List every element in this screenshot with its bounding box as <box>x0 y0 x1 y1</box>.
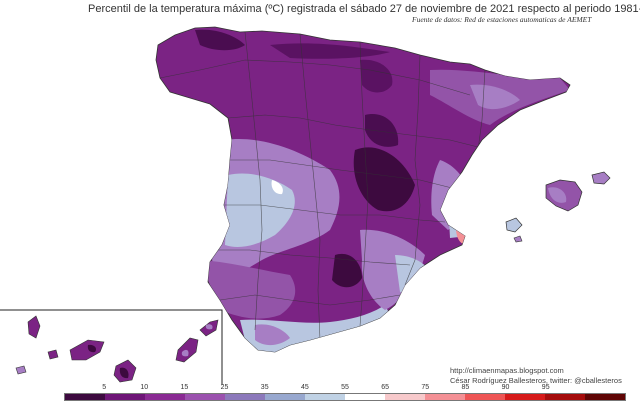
legend-tick-label: 25 <box>220 384 229 391</box>
legend-tick-label: 95 <box>541 384 550 391</box>
balearic-islands <box>505 171 611 243</box>
legend-tick-label: 15 <box>180 384 189 391</box>
fuerteventura <box>175 337 199 363</box>
legend-swatch <box>265 394 305 400</box>
legend-tick-label: 10 <box>140 384 149 391</box>
canary-islands-inset <box>0 309 223 385</box>
menorca <box>591 171 611 185</box>
legend-tick-label: 75 <box>421 384 430 391</box>
legend-swatch <box>425 394 465 400</box>
legend-swatch <box>585 394 625 400</box>
legend-tick-label: 85 <box>461 384 470 391</box>
la-gomera <box>47 349 59 360</box>
credit-url: http://climaenmapas.blogspot.com <box>450 366 564 375</box>
legend-swatch <box>385 394 425 400</box>
legend-swatch <box>465 394 505 400</box>
percentile-fill <box>195 29 570 352</box>
tenerife <box>69 339 105 361</box>
map-title: Percentil de la temperatura máxima (ºC) … <box>88 3 640 15</box>
legend-colorbar <box>64 393 626 401</box>
legend-tick-label: 35 <box>260 384 269 391</box>
el-hierro <box>15 365 27 375</box>
formentera <box>513 235 523 243</box>
data-source-note: Fuente de datos: Red de estaciones autom… <box>412 15 592 24</box>
credit-author: César Rodríguez Ballesteros, twitter: @c… <box>450 376 622 385</box>
legend-swatch <box>345 394 385 400</box>
legend-tick-label: 65 <box>381 384 390 391</box>
legend-tick-label: 90 <box>501 384 510 391</box>
legend-swatch <box>545 394 585 400</box>
legend-swatch <box>145 394 185 400</box>
legend-swatch <box>305 394 345 400</box>
legend-tick-label: 55 <box>341 384 349 391</box>
legend-swatch <box>105 394 145 400</box>
legend-swatch <box>185 394 225 400</box>
ibiza <box>505 217 523 233</box>
legend-tick-label: 5 <box>102 384 107 391</box>
province-borders <box>159 31 491 341</box>
legend-swatch <box>505 394 545 400</box>
la-palma <box>27 315 41 339</box>
legend-tick-label: 45 <box>300 384 309 391</box>
legend-swatch <box>65 394 105 400</box>
legend-swatch <box>225 394 265 400</box>
